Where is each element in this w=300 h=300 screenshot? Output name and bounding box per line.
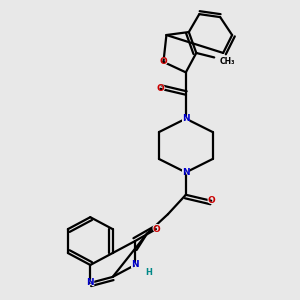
Text: N: N: [86, 278, 95, 288]
Text: N: N: [182, 168, 190, 177]
Text: O: O: [156, 84, 165, 94]
Text: O: O: [152, 225, 160, 234]
Text: N: N: [86, 278, 94, 287]
Text: CH₃: CH₃: [220, 57, 235, 66]
Text: O: O: [160, 57, 167, 66]
Text: H: H: [145, 268, 152, 277]
Text: N: N: [181, 114, 190, 124]
Text: O: O: [157, 84, 164, 93]
Text: N: N: [181, 167, 190, 177]
Text: N: N: [130, 260, 140, 270]
Text: O: O: [207, 196, 215, 205]
Text: O: O: [206, 196, 216, 206]
Text: N: N: [131, 260, 139, 269]
Text: O: O: [159, 57, 168, 67]
Text: N: N: [182, 114, 190, 123]
Text: O: O: [151, 224, 161, 234]
